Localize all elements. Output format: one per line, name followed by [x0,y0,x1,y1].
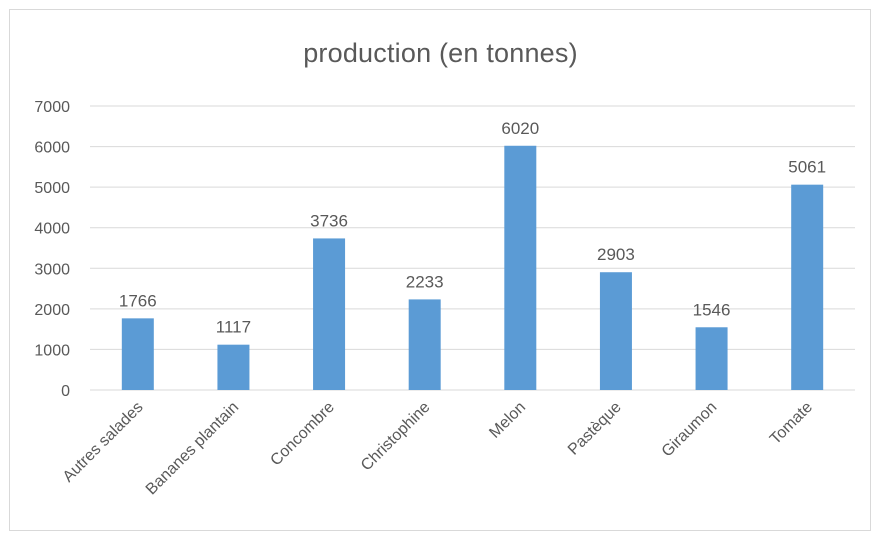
bars [121,145,824,390]
bar [791,184,824,390]
bar [217,344,250,390]
y-tick-label: 1000 [34,342,70,359]
category-label: Concombre [267,399,338,470]
y-tick-label: 4000 [34,221,70,238]
category-label: Tomate [767,399,816,448]
chart-area [9,9,871,531]
y-tick-label: 2000 [34,302,70,319]
category-label: Melon [486,399,529,442]
y-tick-label: 0 [61,383,70,400]
data-label: 3736 [310,211,348,230]
category-label: Autres salades [60,399,147,486]
y-tick-label: 5000 [34,180,70,197]
category-label: Christophine [358,399,434,475]
y-tick-label: 6000 [34,140,70,157]
y-axis-tick-labels: 0 1000 2000 3000 4000 5000 6000 7000 [34,99,70,400]
chart-title: production (en tonnes) [303,38,578,68]
bar [504,145,537,390]
data-labels: 1766 1117 3736 2233 6020 2903 1546 5061 [119,119,826,337]
data-label: 2233 [406,272,444,291]
data-label: 1117 [216,318,251,337]
data-label: 5061 [788,158,826,177]
data-label: 6020 [501,119,539,138]
category-label: Giraumon [659,399,721,461]
bar [313,238,346,390]
bar [408,299,441,390]
category-label: Pastèque [565,399,625,459]
data-label: 1766 [119,291,157,310]
category-label: Bananes plantain [143,399,242,498]
data-label: 2903 [597,245,635,264]
bar [599,272,632,390]
data-label: 1546 [693,300,731,319]
bar [121,318,154,390]
y-tick-label: 7000 [34,99,70,116]
gridlines [90,105,855,391]
bar [695,327,728,390]
y-tick-label: 3000 [34,261,70,278]
